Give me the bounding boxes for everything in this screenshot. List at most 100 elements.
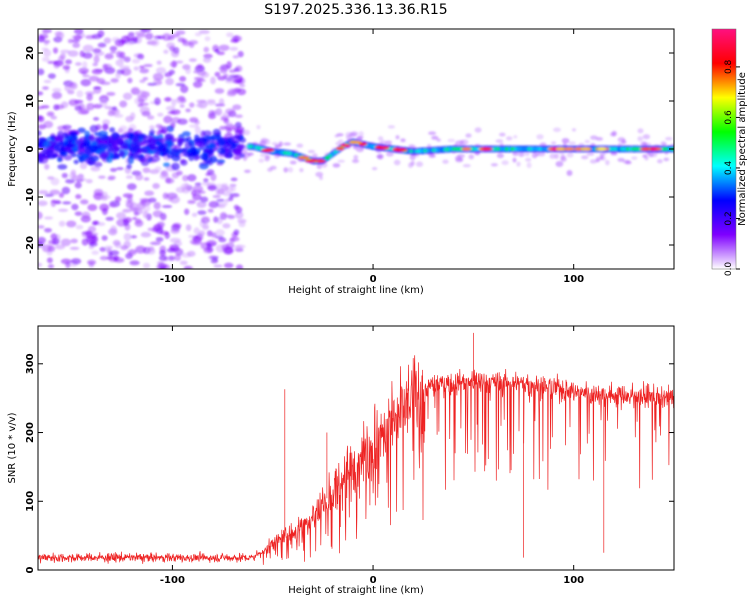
x-tick-label: 0 — [370, 274, 377, 285]
y-tick-label: -20 — [25, 236, 36, 254]
heatmap-noise-cell — [139, 79, 146, 84]
heatmap-band-cell — [126, 163, 132, 170]
figure-title: S197.2025.336.13.36.R15 — [264, 2, 447, 18]
heatmap-noise-cell — [154, 97, 161, 106]
heatmap-noise-cell — [213, 216, 219, 223]
heatmap-noise-cell — [355, 147, 364, 153]
heatmap-noise-cell — [102, 191, 108, 198]
heatmap-band-cell — [98, 130, 108, 137]
heatmap-band-cell — [173, 148, 181, 154]
heatmap-noise-cell — [650, 153, 658, 158]
heatmap-noise-cell — [75, 224, 84, 230]
heatmap-noise-cell — [400, 138, 406, 143]
heatmap-noise-cell — [187, 200, 196, 204]
heatmap-noise-cell — [590, 135, 598, 140]
heatmap-ridge-peak — [480, 147, 493, 151]
heatmap-noise-cell — [162, 33, 172, 42]
heatmap-noise-cell — [127, 77, 133, 84]
heatmap-band-cell — [86, 144, 92, 150]
heatmap-noise-cell — [127, 249, 137, 256]
heatmap-noise-cell — [609, 132, 616, 137]
heatmap-noise-cell — [184, 208, 190, 215]
heatmap-noise-cell — [70, 238, 78, 244]
heatmap-noise-cell — [586, 152, 595, 156]
heatmap-noise-cell — [153, 201, 161, 210]
heatmap-noise-cell — [197, 210, 207, 215]
heatmap-noise-cell — [222, 214, 232, 218]
heatmap-noise-cell — [219, 126, 227, 130]
heatmap-noise-cell — [93, 117, 100, 121]
heatmap-noise-cell — [162, 204, 173, 209]
heatmap-noise-cell — [605, 159, 610, 166]
heatmap-noise-cell — [457, 154, 465, 158]
heatmap-noise-cell — [90, 166, 101, 172]
heatmap-noise-cell — [119, 125, 128, 132]
heatmap-noise-cell — [524, 152, 530, 157]
heatmap-noise-cell — [226, 32, 234, 38]
heatmap-band-cell — [38, 130, 42, 137]
heatmap-noise-cell — [193, 227, 200, 235]
heatmap-noise-cell — [59, 49, 71, 54]
heatmap-noise-cell — [122, 208, 130, 213]
heatmap-noise-cell — [175, 30, 186, 35]
heatmap-noise-cell — [122, 216, 133, 223]
heatmap-noise-cell — [125, 42, 135, 46]
heatmap-noise-cell — [554, 153, 559, 160]
heatmap-band-cell — [198, 162, 209, 170]
heatmap-noise-cell — [568, 141, 576, 145]
heatmap-noise-cell — [135, 218, 142, 225]
heatmap-noise-cell — [111, 106, 118, 111]
heatmap-noise-cell — [207, 208, 214, 213]
heatmap-noise-cell — [147, 115, 155, 120]
heatmap-noise-cell — [167, 255, 175, 261]
heatmap-noise-cell — [52, 87, 62, 93]
heatmap-ridge-peak — [374, 145, 383, 149]
heatmap-noise-cell — [234, 114, 243, 119]
heatmap-noise-cell — [62, 201, 72, 205]
heatmap-noise-cell — [75, 62, 82, 66]
heatmap-noise-cell — [235, 65, 243, 73]
heatmap-noise-cell — [599, 155, 604, 160]
heatmap-noise-cell — [93, 86, 102, 90]
heatmap-noise-cell — [74, 211, 83, 216]
heatmap-noise-cell — [490, 163, 498, 167]
heatmap-noise-cell — [156, 60, 162, 65]
heatmap-noise-cell — [103, 64, 111, 69]
heatmap-noise-cell — [581, 155, 589, 160]
heatmap-noise-cell — [171, 98, 177, 107]
heatmap-ridge-peak — [562, 147, 576, 151]
heatmap-band-cell — [132, 145, 141, 153]
heatmap-noise-cell — [631, 156, 638, 160]
heatmap-noise-cell — [210, 76, 216, 85]
heatmap-noise-cell — [75, 194, 82, 200]
heatmap-noise-cell — [296, 143, 304, 148]
heatmap-noise-cell — [234, 211, 244, 219]
heatmap-noise-cell — [99, 247, 107, 252]
heatmap-noise-cell — [48, 264, 54, 269]
heatmap-band-cell — [182, 131, 191, 137]
heatmap-band-cell — [127, 156, 134, 165]
heatmap-noise-cell — [38, 106, 44, 110]
heatmap-noise-cell — [126, 202, 135, 207]
heatmap-noise-cell — [229, 69, 236, 73]
heatmap-noise-cell — [499, 132, 506, 137]
x-tick-label: -100 — [160, 575, 185, 586]
heatmap-noise-cell — [185, 224, 192, 232]
heatmap-noise-cell — [135, 173, 144, 181]
heatmap-noise-cell — [163, 115, 173, 124]
heatmap-band-cell — [73, 159, 79, 165]
heatmap-noise-cell — [73, 29, 84, 35]
heatmap-noise-cell — [123, 233, 132, 241]
heatmap-noise-cell — [243, 129, 251, 136]
heatmap-noise-cell — [46, 257, 53, 264]
heatmap-band-cell — [87, 135, 95, 140]
heatmap-noise-cell — [222, 63, 229, 72]
heatmap-band-cell — [183, 152, 194, 158]
heatmap-noise-cell — [38, 190, 49, 195]
heatmap-noise-cell — [68, 82, 76, 88]
heatmap-band-cell — [93, 136, 101, 142]
heatmap-noise-cell — [231, 88, 243, 94]
heatmap-noise-cell — [71, 203, 79, 211]
heatmap-noise-cell — [50, 115, 57, 120]
heatmap-noise-cell — [109, 45, 118, 52]
